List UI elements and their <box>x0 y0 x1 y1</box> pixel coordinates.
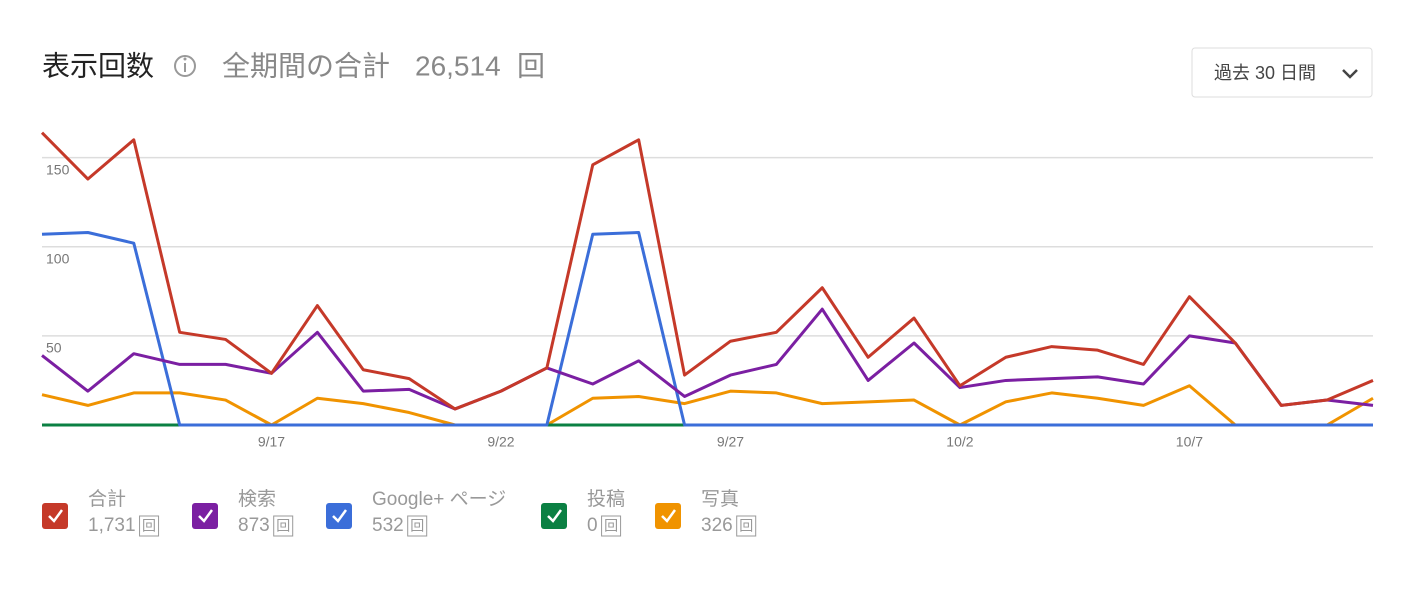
checkmark <box>661 509 677 523</box>
legend-name: 投稿 <box>587 488 625 510</box>
legend-checkbox <box>192 503 218 529</box>
legend-checkbox <box>326 503 352 529</box>
period-label: 過去 30 日間 <box>1214 63 1316 83</box>
unit-box <box>736 515 757 537</box>
checkmark <box>198 509 214 523</box>
legend-name: 写真 <box>701 488 739 510</box>
summary-total: 26,514 <box>415 50 501 81</box>
series-line <box>41 231 1373 427</box>
legend-unit: 回 <box>276 518 290 534</box>
summary-label: 全期間の合計 <box>222 50 390 81</box>
x-tick-label: 9/27 <box>717 434 744 450</box>
unit-box <box>139 515 160 537</box>
y-tick-label: 150 <box>46 161 70 177</box>
legend-item[interactable]: 写真 326 回 <box>655 488 757 537</box>
series-line <box>40 131 1374 411</box>
x-tick-label: 9/22 <box>487 434 514 450</box>
x-tick-label: 10/2 <box>946 434 973 450</box>
legend-item[interactable]: 投稿 0 回 <box>541 488 625 537</box>
period-dropdown[interactable]: 過去 30 日間 <box>1191 47 1373 98</box>
y-tick-label: 100 <box>46 250 70 266</box>
x-tick-label: 10/7 <box>1176 434 1203 450</box>
series-line <box>41 384 1374 427</box>
unit-box <box>601 515 622 537</box>
x-tick-label: 9/17 <box>258 434 285 450</box>
legend-name: 検索 <box>238 488 276 510</box>
unit-box <box>407 515 428 537</box>
title: 表示回数 <box>42 50 154 81</box>
legend-unit: 回 <box>739 518 753 534</box>
legend-name: Google+ ページ <box>372 489 506 510</box>
checkmark <box>547 509 563 523</box>
legend-total: 0 <box>587 515 598 536</box>
legend-checkbox <box>655 503 681 529</box>
legend-unit: 回 <box>142 518 156 534</box>
legend-total: 532 <box>372 515 404 536</box>
legend-item[interactable]: Google+ ページ 532 回 <box>326 489 506 537</box>
series-line <box>41 307 1374 411</box>
summary-unit: 回 <box>517 50 545 81</box>
legend-item[interactable]: 合計 1,731 回 <box>42 488 160 537</box>
unit-box <box>273 515 294 537</box>
info-icon[interactable] <box>174 55 196 77</box>
legend-checkbox <box>541 503 567 529</box>
legend-checkbox <box>42 503 68 529</box>
legend-unit: 回 <box>410 518 424 534</box>
y-tick-label: 50 <box>46 340 62 356</box>
checkmark <box>332 509 348 523</box>
legend-unit: 回 <box>604 518 618 534</box>
legend-total: 1,731 <box>88 515 136 536</box>
legend-name: 合計 <box>88 488 126 510</box>
legend-item[interactable]: 検索 873 回 <box>192 488 294 537</box>
legend-total: 326 <box>701 515 733 536</box>
legend-total: 873 <box>238 515 270 536</box>
checkmark <box>48 509 64 523</box>
